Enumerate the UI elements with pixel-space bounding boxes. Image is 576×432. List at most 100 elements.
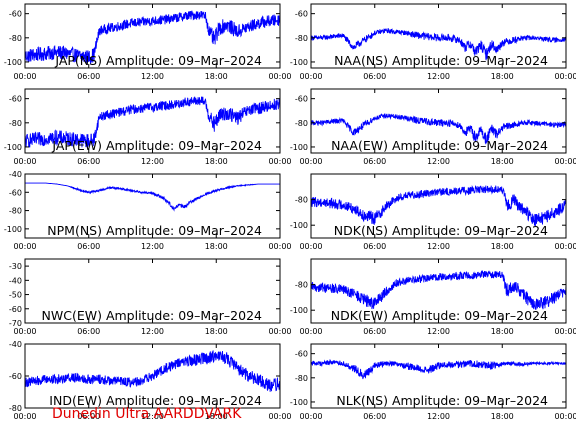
chart-panel: -70 -60 -50 -40 -30 00:00 06:00 12:00 18:00 00:00…: [9, 258, 292, 336]
x-tick-label: 12:00: [141, 72, 164, 81]
y-tick-label: -30: [9, 262, 22, 271]
y-tick-label: -40: [9, 276, 22, 285]
x-tick-label: 06:00: [77, 412, 100, 421]
amplitude-trace: [25, 350, 280, 392]
y-tick-label: -100: [4, 225, 22, 234]
x-tick-label: 00:00: [299, 72, 322, 81]
x-tick-label: 00:00: [554, 242, 576, 251]
x-tick-label: 06:00: [363, 157, 386, 166]
panel-grid: -100 -80 -60 00:00 06:00 12:00 18:00 00:00 JAP(N…: [4, 3, 576, 421]
x-tick-label: 00:00: [554, 327, 576, 336]
y-tick-label: -60: [9, 95, 22, 104]
x-tick-label: 12:00: [427, 327, 450, 336]
panel-title: NAA(NS) Amplitude: 09–Mar–2024: [334, 53, 548, 68]
panel-title: NAA(EW) Amplitude: 09–Mar–2024: [331, 138, 548, 153]
x-tick-label: 00:00: [13, 242, 36, 251]
x-tick-label: 00:00: [299, 157, 322, 166]
x-tick-label: 00:00: [268, 327, 291, 336]
y-tick-label: -40: [9, 340, 22, 349]
x-tick-label: 12:00: [427, 157, 450, 166]
y-tick-label: -100: [290, 58, 308, 67]
chart-panel: -100 -80 -60 -40 00:00 06:00 12:00 18:00 00:00 NP…: [4, 170, 292, 251]
amplitude-trace: [25, 10, 280, 64]
y-tick-label: -60: [9, 372, 22, 381]
x-tick-label: 18:00: [205, 327, 228, 336]
x-tick-label: 12:00: [427, 72, 450, 81]
panel-title: NLK(NS) Amplitude: 09–Mar–2024: [336, 393, 548, 408]
x-tick-label: 12:00: [427, 242, 450, 251]
chart-panel: -100 -80 00:00 06:00 12:00 18:00 00:00 NDK(EW) …: [290, 258, 576, 336]
y-tick-label: -80: [9, 34, 22, 43]
panel-title: JAP(NS) Amplitude: 09–Mar–2024: [54, 53, 262, 68]
x-tick-label: 00:00: [554, 72, 576, 81]
chart-panel: -80 -60 -40 00:00 06:00 12:00 18:00 00:00 IND(EW…: [9, 340, 292, 421]
y-tick-label: -100: [290, 306, 308, 315]
y-tick-label: -60: [295, 350, 308, 359]
panel-title: NDK(NS) Amplitude: 09–Mar–2024: [334, 223, 548, 238]
y-tick-label: -80: [295, 119, 308, 128]
x-tick-label: 06:00: [363, 412, 386, 421]
x-tick-label: 00:00: [299, 412, 322, 421]
y-tick-label: -100: [290, 398, 308, 407]
y-tick-label: -80: [9, 404, 22, 413]
chart-panel: -100 -80 -60 00:00 06:00 12:00 18:00 00:00 JAP(E…: [4, 88, 292, 166]
amplitude-trace: [311, 113, 566, 145]
x-tick-label: 00:00: [13, 72, 36, 81]
x-tick-label: 18:00: [491, 242, 514, 251]
y-tick-label: -60: [9, 188, 22, 197]
x-tick-label: 06:00: [77, 157, 100, 166]
x-tick-label: 18:00: [205, 72, 228, 81]
x-tick-label: 18:00: [491, 327, 514, 336]
panel-title: NPM(NS) Amplitude: 09–Mar–2024: [47, 223, 262, 238]
x-tick-label: 00:00: [299, 242, 322, 251]
x-tick-label: 00:00: [268, 72, 291, 81]
y-tick-label: -100: [4, 58, 22, 67]
x-tick-label: 12:00: [141, 242, 164, 251]
amplitude-trace: [25, 96, 280, 148]
x-tick-label: 00:00: [554, 157, 576, 166]
panel-title: NWC(EW) Amplitude: 09–Mar–2024: [42, 308, 263, 323]
x-tick-label: 00:00: [554, 412, 576, 421]
x-tick-label: 12:00: [427, 412, 450, 421]
station-footer-label: Dunedin Ultra AARDDVARK: [52, 406, 242, 422]
y-tick-label: -40: [9, 170, 22, 179]
x-tick-label: 12:00: [141, 412, 164, 421]
x-tick-label: 18:00: [491, 72, 514, 81]
y-tick-label: -80: [295, 196, 308, 205]
x-tick-label: 12:00: [141, 157, 164, 166]
x-tick-label: 06:00: [77, 327, 100, 336]
chart-panel: -100 -80 -60 00:00 06:00 12:00 18:00 00:00 NLK(N…: [290, 343, 576, 421]
y-tick-label: -80: [9, 207, 22, 216]
x-tick-label: 06:00: [77, 242, 100, 251]
x-tick-label: 00:00: [299, 327, 322, 336]
x-tick-label: 00:00: [268, 157, 291, 166]
x-tick-label: 18:00: [205, 157, 228, 166]
panel-title: JAP(EW) Amplitude: 09–Mar–2024: [51, 138, 262, 153]
x-tick-label: 06:00: [363, 327, 386, 336]
y-tick-label: -60: [295, 95, 308, 104]
amplitude-trace: [311, 270, 566, 310]
chart-panel: -100 -80 -60 00:00 06:00 12:00 18:00 00:00 JAP(N…: [4, 3, 292, 81]
y-tick-label: -80: [295, 374, 308, 383]
x-tick-label: 00:00: [268, 242, 291, 251]
x-tick-label: 18:00: [491, 412, 514, 421]
y-tick-label: -80: [9, 119, 22, 128]
chart-panel: -100 -80 -60 00:00 06:00 12:00 18:00 00:00 NAA(N…: [290, 3, 576, 81]
y-tick-label: -80: [295, 281, 308, 290]
panel-title: IND(EW) Amplitude: 09–Mar–2024: [49, 393, 262, 408]
x-tick-label: 06:00: [363, 242, 386, 251]
y-tick-label: -80: [295, 34, 308, 43]
x-tick-label: 00:00: [13, 327, 36, 336]
amplitude-trace: [311, 28, 566, 61]
x-tick-label: 18:00: [205, 412, 228, 421]
amplitude-trace: [25, 182, 280, 212]
x-tick-label: 06:00: [77, 72, 100, 81]
chart-panel: -100 -80 -60 00:00 06:00 12:00 18:00 00:00 NAA(E…: [290, 88, 576, 166]
y-tick-label: -100: [290, 143, 308, 152]
panel-title: NDK(EW) Amplitude: 09–Mar–2024: [331, 308, 548, 323]
x-tick-label: 12:00: [141, 327, 164, 336]
chart-panel: -100 -80 00:00 06:00 12:00 18:00 00:00 NDK(NS) …: [290, 173, 576, 251]
amplitude-trace: [311, 185, 566, 227]
x-tick-label: 18:00: [205, 242, 228, 251]
